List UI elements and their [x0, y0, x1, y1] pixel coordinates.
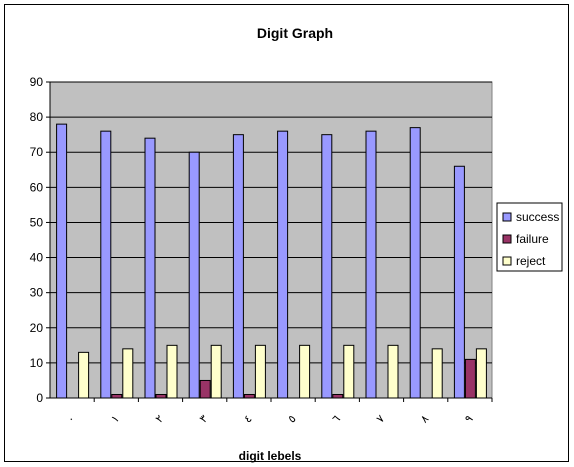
bar-failure — [332, 393, 344, 399]
y-tick-label: 70 — [30, 145, 44, 159]
y-tick-label: 90 — [30, 75, 44, 89]
x-tick-label: ١ — [109, 413, 122, 426]
x-tick-label: ٦ — [330, 413, 343, 426]
y-tick-label: 40 — [30, 251, 44, 265]
x-tick-labels: ٠ ١ ٢ ٣ ٤ ٥ ٦ ٧ ٨ ٩ — [65, 413, 476, 426]
bar-success — [365, 130, 377, 399]
bar-reject — [210, 344, 222, 399]
bar-success — [409, 127, 421, 399]
bar-failure — [243, 393, 255, 399]
bar-reject — [166, 344, 178, 399]
x-tick-label: ٩ — [463, 413, 476, 426]
y-tick-label: 80 — [30, 110, 44, 124]
y-tick-label: 50 — [30, 215, 44, 229]
bar-failure — [111, 393, 123, 399]
bar-reject — [254, 344, 266, 399]
y-tick-label: 10 — [30, 356, 44, 370]
y-tick-label: 60 — [30, 180, 44, 194]
bar-reject — [475, 348, 487, 399]
bar-failure — [464, 358, 476, 399]
y-tick-label: 30 — [30, 286, 44, 300]
bar-success — [232, 134, 244, 399]
bar-reject — [387, 344, 399, 399]
bar-success — [100, 130, 112, 399]
y-tick-label: 0 — [36, 391, 43, 405]
legend-swatch-success — [502, 212, 512, 222]
plot-area — [49, 81, 493, 399]
x-tick-label: ٤ — [242, 413, 255, 426]
x-tick-label: ٢ — [153, 413, 166, 426]
axes — [46, 81, 493, 402]
legend-swatch-reject — [502, 256, 512, 266]
x-tick-label: ٧ — [374, 413, 387, 426]
bar-failure — [199, 379, 211, 399]
bar-reject — [122, 348, 134, 399]
bars — [56, 123, 487, 399]
bar-success — [277, 130, 289, 399]
legend-label-success: success — [516, 210, 559, 224]
bar-success — [321, 134, 333, 399]
bar-reject — [343, 344, 355, 399]
legend-swatch-failure — [502, 234, 512, 244]
bar-success — [453, 165, 465, 399]
y-tick-labels: 0 10 20 30 40 50 60 70 80 90 — [30, 75, 44, 405]
legend: success failure reject — [496, 202, 563, 272]
x-tick-label: ٨ — [419, 413, 432, 426]
bar-success — [56, 123, 68, 399]
bar-reject — [431, 348, 443, 399]
legend-label-reject: reject — [516, 254, 546, 268]
bar-failure — [155, 393, 167, 399]
bar-success — [188, 151, 200, 399]
legend-label-failure: failure — [516, 232, 549, 246]
chart-title: Digit Graph — [257, 25, 333, 41]
x-tick-label: ٣ — [198, 413, 211, 426]
bar-reject — [78, 351, 90, 399]
x-tick-label: ٠ — [65, 413, 78, 426]
bar-reject — [299, 344, 311, 399]
y-tick-label: 20 — [30, 321, 44, 335]
x-tick-label: ٥ — [286, 413, 299, 426]
x-axis-label: digit lebels — [239, 449, 302, 463]
bar-success — [144, 137, 156, 399]
